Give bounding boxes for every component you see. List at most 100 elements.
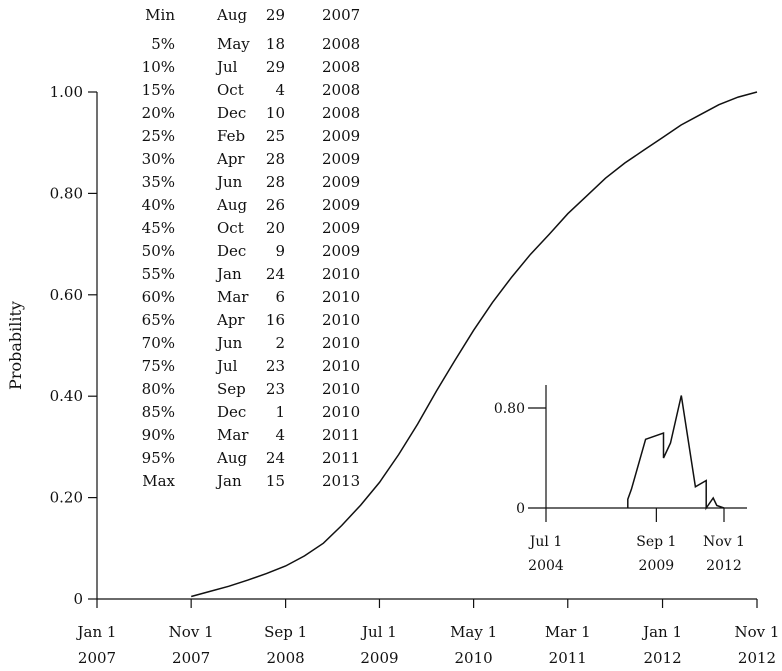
- table-day: 23: [266, 357, 285, 375]
- x-tick-label: Sep 1: [264, 623, 307, 641]
- table-year: 2009: [322, 150, 360, 168]
- inset-x-tick-label: Nov 1: [703, 534, 745, 550]
- table-month: Dec: [217, 403, 246, 421]
- y-tick-label: 0.80: [50, 184, 83, 202]
- table-percentile: Min: [145, 6, 175, 24]
- table-day: 16: [266, 311, 285, 329]
- table-year: 2010: [322, 311, 360, 329]
- table-percentile: 70%: [142, 334, 175, 352]
- x-tick-label: Mar 1: [545, 623, 591, 641]
- table-year: 2007: [322, 6, 360, 24]
- table-percentile: 10%: [142, 58, 175, 76]
- table-year: 2010: [322, 357, 360, 375]
- table-month: Dec: [217, 104, 246, 122]
- table-year: 2011: [322, 426, 360, 444]
- table-month: Mar: [217, 288, 249, 306]
- table-month: Aug: [216, 449, 247, 467]
- table-month: Jan: [215, 472, 242, 490]
- table-year: 2009: [322, 127, 360, 145]
- table-day: 4: [275, 81, 285, 99]
- table-month: Sep: [217, 380, 246, 398]
- table-month: Jun: [215, 334, 243, 352]
- x-tick-year-label: 2009: [360, 649, 398, 667]
- x-tick-year-label: 2008: [267, 649, 305, 667]
- table-year: 2010: [322, 265, 360, 283]
- inset-chart: 0 0.80 Jul 1 2004 Sep 1 2009 Nov 1 2012: [494, 385, 747, 574]
- table-year: 2010: [322, 403, 360, 421]
- table-percentile: 25%: [142, 127, 175, 145]
- x-tick-year-label: 2010: [455, 649, 493, 667]
- main-plot: [191, 91, 758, 598]
- table-month: Aug: [216, 6, 247, 24]
- table-year: 2009: [322, 242, 360, 260]
- table-month: Jul: [215, 357, 238, 375]
- table-month: Apr: [216, 150, 245, 168]
- table-month: Apr: [216, 311, 245, 329]
- table-day: 10: [266, 104, 285, 122]
- table-day: 24: [266, 449, 285, 467]
- table-day: 2: [275, 334, 285, 352]
- table-percentile: 15%: [142, 81, 175, 99]
- x-tick-year-label: 2012: [738, 649, 776, 667]
- table-year: 2009: [322, 219, 360, 237]
- table-percentile: 60%: [142, 288, 175, 306]
- table-percentile: 85%: [142, 403, 175, 421]
- table-year: 2008: [322, 81, 360, 99]
- table-day: 4: [275, 426, 285, 444]
- table-year: 2013: [322, 472, 360, 490]
- table-day: 29: [266, 6, 285, 24]
- y-tick-label: 1.00: [50, 83, 83, 101]
- x-tick-year-label: 2007: [78, 649, 116, 667]
- table-percentile: 95%: [142, 449, 175, 467]
- x-tick-year-label: 2011: [549, 649, 587, 667]
- inset-x-tick-year-label: 2012: [706, 558, 742, 574]
- table-year: 2010: [322, 334, 360, 352]
- inset-y-tick-label: 0.80: [494, 401, 525, 417]
- inset-x-tick-year-label: 2004: [528, 558, 564, 574]
- x-tick-label: Jan 1: [76, 623, 117, 641]
- table-day: 29: [266, 58, 285, 76]
- table-day: 9: [275, 242, 285, 260]
- table-percentile: 45%: [142, 219, 175, 237]
- x-tick-label: Jan 1: [641, 623, 682, 641]
- table-year: 2009: [322, 173, 360, 191]
- table-year: 2010: [322, 380, 360, 398]
- inset-x-tick-year-label: 2009: [639, 558, 675, 574]
- table-day: 25: [266, 127, 285, 145]
- table-percentile: 65%: [142, 311, 175, 329]
- table-percentile: 35%: [142, 173, 175, 191]
- table-month: Aug: [216, 196, 247, 214]
- main-axes: 0 0.20 0.40 0.60 0.80 1.00 Jan 1 2007 Nov 1 2007 S…: [6, 83, 779, 667]
- x-tick-year-label: 2012: [643, 649, 681, 667]
- table-day: 28: [266, 173, 285, 191]
- table-year: 2008: [322, 58, 360, 76]
- inset-y-tick-label: 0: [516, 501, 525, 517]
- table-day: 26: [266, 196, 285, 214]
- y-tick-label: 0.40: [50, 387, 83, 405]
- table-day: 18: [266, 35, 285, 53]
- table-year: 2010: [322, 288, 360, 306]
- table-percentile: 55%: [142, 265, 175, 283]
- table-day: 20: [266, 219, 285, 237]
- table-day: 1: [275, 403, 285, 421]
- inset-density-line: [627, 395, 725, 511]
- table-percentile: 20%: [142, 104, 175, 122]
- table-year: 2009: [322, 196, 360, 214]
- table-year: 2011: [322, 449, 360, 467]
- table-percentile: 30%: [142, 150, 175, 168]
- x-tick-label: May 1: [450, 623, 497, 641]
- table-month: Jan: [215, 265, 242, 283]
- table-month: Dec: [217, 242, 246, 260]
- x-tick-year-label: 2007: [172, 649, 210, 667]
- table-percentile: 75%: [142, 357, 175, 375]
- table-percentile: 50%: [142, 242, 175, 260]
- table-percentile: 90%: [142, 426, 175, 444]
- table-month: Feb: [217, 127, 245, 145]
- table-percentile: Max: [142, 472, 175, 490]
- table-percentile: 80%: [142, 380, 175, 398]
- inset-x-tick-label: Sep 1: [636, 534, 676, 550]
- inset-x-tick-label: Jul 1: [528, 534, 562, 550]
- table-day: 23: [266, 380, 285, 398]
- x-tick-label: Jul 1: [360, 623, 397, 641]
